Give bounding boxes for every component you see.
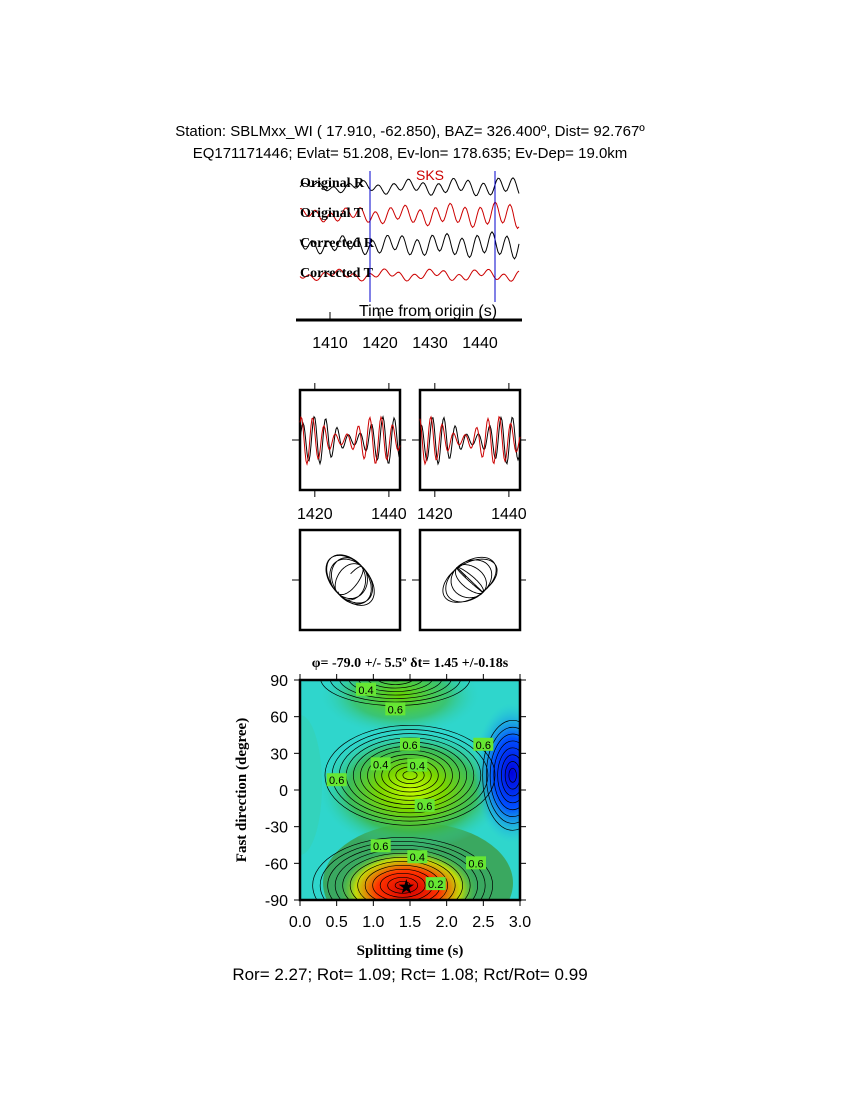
y-tick-label: 60 bbox=[270, 710, 288, 727]
contour-line bbox=[324, 724, 496, 826]
x-tick-label: 3.0 bbox=[509, 914, 531, 931]
y-tick-label: -30 bbox=[265, 820, 288, 837]
trace-label-corrected-t: Corrected T bbox=[300, 266, 374, 281]
contour-line bbox=[349, 856, 456, 900]
contour-label: 0.6 bbox=[468, 858, 483, 870]
contour-label: 0.6 bbox=[388, 704, 403, 716]
contour-line bbox=[489, 733, 520, 817]
contour-line bbox=[493, 740, 520, 811]
time-tick-label: 1430 bbox=[412, 335, 448, 352]
contour-line bbox=[486, 726, 520, 824]
zoom-trace bbox=[299, 415, 401, 466]
contour-label: 0.4 bbox=[373, 759, 388, 771]
trace-label-original-r: Original R bbox=[300, 176, 365, 191]
contour-line bbox=[312, 836, 493, 900]
particle-motion-panels bbox=[292, 528, 526, 632]
particle-motion-curve bbox=[442, 556, 498, 603]
contour-label: 0.6 bbox=[417, 801, 432, 813]
zoom-trace bbox=[419, 415, 521, 466]
x-tick-label: 1.5 bbox=[399, 914, 421, 931]
trace-1 bbox=[299, 201, 520, 230]
trace-3 bbox=[299, 268, 520, 282]
zoom-trace bbox=[419, 415, 521, 466]
trace-2 bbox=[299, 230, 520, 260]
contour-line bbox=[357, 860, 449, 900]
zoom-waveform-panels: 1420 1440 1420 1440 bbox=[292, 383, 527, 523]
particle-motion-curve bbox=[325, 554, 375, 606]
contour-line bbox=[342, 852, 463, 900]
x-tick-label: 2.0 bbox=[436, 914, 458, 931]
trace-label-original-t: Original T bbox=[300, 206, 364, 221]
zoom-tick-label: 1420 bbox=[417, 506, 453, 523]
zoom-trace bbox=[299, 415, 401, 466]
contour-line bbox=[508, 768, 517, 783]
contour-line bbox=[367, 680, 424, 689]
trace-0 bbox=[299, 177, 520, 197]
contour-label: 0.2 bbox=[428, 879, 443, 891]
x-tick-label: 1.0 bbox=[362, 914, 384, 931]
particle-motion-left bbox=[298, 528, 402, 632]
contour-line bbox=[334, 848, 471, 900]
contour-line bbox=[482, 719, 520, 831]
contour-label: 0.4 bbox=[410, 852, 425, 864]
contour-line bbox=[358, 680, 433, 692]
trace-label-corrected-r: Corrected R bbox=[300, 236, 375, 251]
x-tick-label: 0.0 bbox=[289, 914, 311, 931]
contour-line bbox=[497, 747, 520, 804]
contour-line bbox=[319, 840, 486, 900]
time-tick-label: 1420 bbox=[362, 335, 398, 352]
energy-map-title: φ= -79.0 +/- 5.5º δt= 1.45 +/-0.18s bbox=[312, 656, 509, 671]
contour-label: 0.6 bbox=[476, 740, 491, 752]
x-tick-label: 0.5 bbox=[326, 914, 348, 931]
energy-map-ylabel: Fast direction (degree) bbox=[234, 718, 250, 862]
time-axis-label: Time from origin (s) bbox=[359, 303, 497, 320]
seismogram-panel: Original R Original T Corrected R Correc… bbox=[296, 167, 522, 352]
phase-label: SKS bbox=[416, 167, 444, 183]
contour-line bbox=[374, 754, 446, 797]
contour-label: 0.4 bbox=[410, 761, 425, 773]
y-tick-label: 0 bbox=[279, 783, 288, 800]
contour-label: 0.6 bbox=[329, 775, 344, 787]
contour-label: 0.4 bbox=[358, 685, 373, 697]
contour-line bbox=[501, 754, 520, 797]
contour-line bbox=[339, 680, 452, 699]
energy-map-xlabel: Splitting time (s) bbox=[357, 943, 464, 959]
contour-line bbox=[327, 844, 478, 900]
contour-line bbox=[387, 876, 419, 894]
best-fit-star: ★ bbox=[397, 877, 415, 899]
station-info-line: Station: SBLMxx_WI ( 17.910, -62.850), B… bbox=[175, 123, 645, 140]
contour-line bbox=[329, 680, 461, 703]
ratio-summary: Ror= 2.27; Rot= 1.09; Rct= 1.08; Rct/Rot… bbox=[232, 965, 587, 984]
contour-line bbox=[348, 680, 443, 696]
zoom-tick-label: 1440 bbox=[491, 506, 527, 523]
energy-map: φ= -79.0 +/- 5.5º δt= 1.45 +/-0.18s 0.4 0… bbox=[234, 656, 531, 959]
y-tick-label: 30 bbox=[270, 746, 288, 763]
event-info-line: EQ171171446; Evlat= 51.208, Ev-lon= 178.… bbox=[193, 145, 628, 162]
zoom-tick-label: 1420 bbox=[297, 506, 333, 523]
y-tick-label: -90 bbox=[265, 893, 288, 910]
contour-line bbox=[504, 761, 520, 790]
time-tick-label: 1410 bbox=[312, 335, 348, 352]
contour-line bbox=[394, 880, 411, 890]
contour-line bbox=[377, 680, 414, 685]
y-tick-label: -60 bbox=[265, 856, 288, 873]
y-tick-label: 90 bbox=[270, 673, 288, 690]
contour-label: 0.6 bbox=[402, 740, 417, 752]
time-tick-label: 1440 bbox=[462, 335, 498, 352]
zoom-tick-label: 1440 bbox=[371, 506, 407, 523]
x-tick-label: 2.5 bbox=[472, 914, 494, 931]
contour-line bbox=[379, 872, 426, 898]
contour-label: 0.6 bbox=[373, 841, 388, 853]
